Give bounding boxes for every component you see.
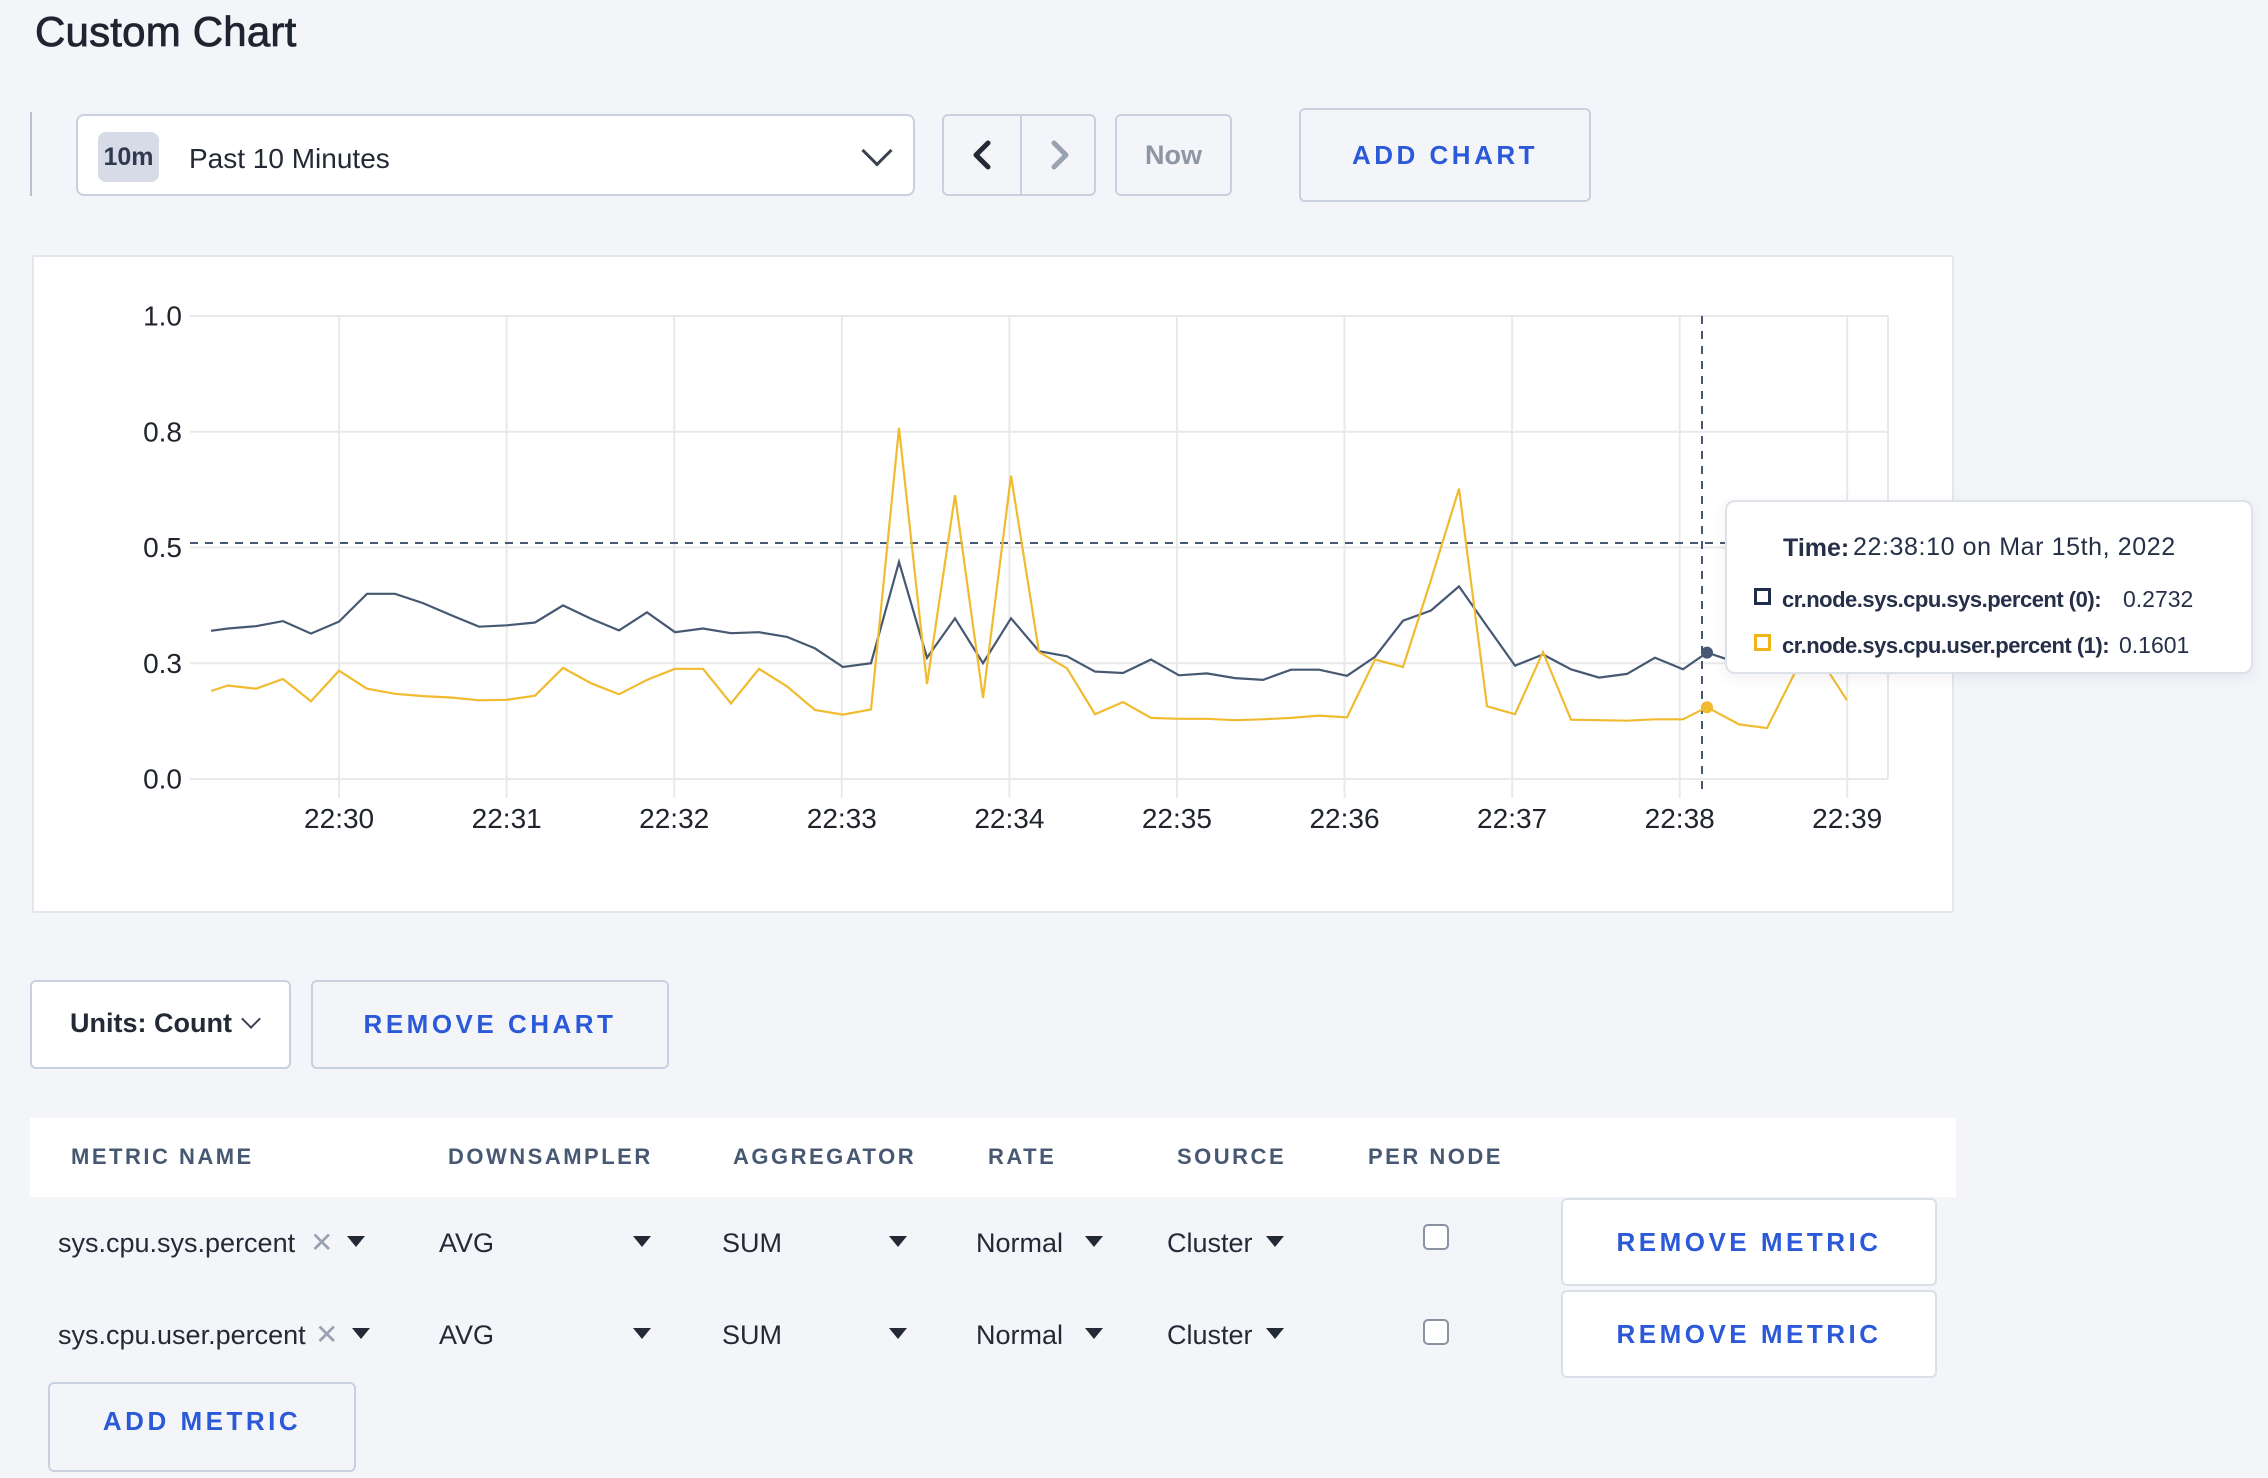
svg-text:22:34: 22:34 — [974, 803, 1044, 834]
svg-text:22:36: 22:36 — [1309, 803, 1379, 834]
svg-text:0.8: 0.8 — [143, 416, 182, 447]
svg-text:22:38: 22:38 — [1645, 803, 1715, 834]
svg-text:22:32: 22:32 — [639, 803, 709, 834]
svg-text:0.3: 0.3 — [143, 648, 182, 679]
svg-text:22:33: 22:33 — [807, 803, 877, 834]
svg-text:1.0: 1.0 — [143, 301, 182, 332]
svg-text:22:30: 22:30 — [304, 803, 374, 834]
svg-text:0.0: 0.0 — [143, 764, 182, 795]
svg-text:22:35: 22:35 — [1142, 803, 1212, 834]
svg-text:22:37: 22:37 — [1477, 803, 1547, 834]
svg-text:0.5: 0.5 — [143, 532, 182, 563]
svg-text:22:39: 22:39 — [1812, 803, 1882, 834]
svg-text:22:31: 22:31 — [472, 803, 542, 834]
